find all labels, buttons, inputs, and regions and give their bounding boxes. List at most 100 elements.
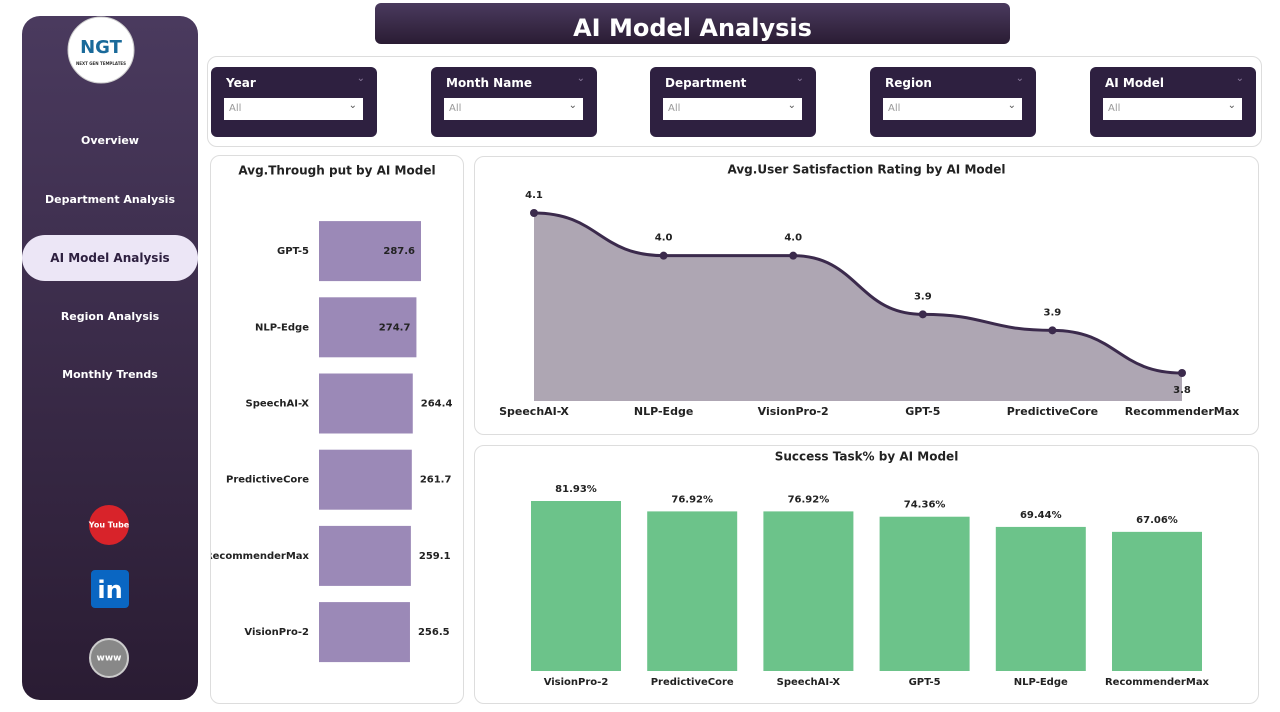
value-label: 76.92% <box>788 494 830 505</box>
point <box>1048 326 1057 335</box>
logo-mark: NGT <box>80 37 123 58</box>
category-label: RecommenderMax <box>1105 677 1210 688</box>
filter[interactable]: Year ⌄ All ⌄ <box>211 67 377 137</box>
chevron: ⌄ <box>1235 73 1244 84</box>
bar <box>319 602 410 663</box>
bar <box>319 525 411 586</box>
chevron: ⌄ <box>356 73 365 84</box>
dropdown[interactable]: All ⌄ <box>883 98 1022 120</box>
nav-item-active[interactable]: AI Model Analysis <box>22 235 198 281</box>
chevron: ⌄ <box>787 100 796 111</box>
dropdown-value: All <box>449 103 462 114</box>
category-label: VisionPro-2 <box>244 627 309 638</box>
chart-title: Success Task% by AI Model <box>775 450 959 464</box>
category-label: PredictiveCore <box>651 677 734 688</box>
category-label: NLP-Edge <box>1014 677 1068 688</box>
linkedin-text: in <box>97 576 122 604</box>
dropdown[interactable]: All ⌄ <box>444 98 583 120</box>
category-label: GPT-5 <box>277 246 309 257</box>
filter-label: Month Name <box>446 76 532 90</box>
point <box>659 251 668 260</box>
chart: Avg.Through put by AI Model GPT-5 287.6 NLP… <box>205 164 452 663</box>
nav-item[interactable]: Monthly Trends <box>62 368 158 381</box>
area <box>534 213 1182 401</box>
bar <box>879 516 970 671</box>
youtube-text: You Tube <box>88 521 130 530</box>
chart: Avg.User Satisfaction Rating by AI Model… <box>499 163 1239 419</box>
value-label: 81.93% <box>555 484 597 495</box>
point <box>918 310 927 319</box>
chevron: ⌄ <box>1227 100 1236 111</box>
chevron: ⌄ <box>568 100 577 111</box>
filter-label: Region <box>885 76 932 90</box>
value-label: 287.6 <box>383 246 415 257</box>
category-label: NLP-Edge <box>634 405 693 418</box>
youtube-icon[interactable] <box>89 505 129 545</box>
logo: NGT NEXT GEN TEMPLATES <box>67 16 135 84</box>
bar <box>1112 531 1202 671</box>
chevron: ⌄ <box>795 73 804 84</box>
category-label: NLP-Edge <box>255 322 309 333</box>
nav-item[interactable]: Overview <box>81 134 139 147</box>
web-icon[interactable] <box>89 638 129 678</box>
value-label: 3.9 <box>914 291 932 302</box>
value-label: 261.7 <box>420 475 452 486</box>
category-label: SpeechAI-X <box>499 405 569 418</box>
filter[interactable]: Region ⌄ All ⌄ <box>870 67 1036 137</box>
value-label: 259.1 <box>419 551 451 562</box>
dropdown[interactable]: All ⌄ <box>224 98 363 120</box>
dropdown-value: All <box>888 103 901 114</box>
value-label: 256.5 <box>418 627 450 638</box>
category-label: VisionPro-2 <box>544 677 609 688</box>
web-text: www <box>97 654 122 664</box>
point <box>789 251 798 260</box>
dropdown-value: All <box>668 103 681 114</box>
panel: Avg.User Satisfaction Rating by AI Model… <box>474 156 1259 435</box>
value-label: 74.36% <box>904 500 946 511</box>
value-label: 4.1 <box>525 190 543 201</box>
linkedin-icon[interactable] <box>91 570 129 608</box>
chevron: ⌄ <box>1007 100 1016 111</box>
value-label: 4.0 <box>655 233 673 244</box>
chart-title: Avg.Through put by AI Model <box>238 164 435 178</box>
value-label: 4.0 <box>784 233 802 244</box>
category-label: RecommenderMax <box>211 551 310 562</box>
value-label: 3.8 <box>1173 385 1191 396</box>
filter[interactable]: Month Name ⌄ All ⌄ <box>431 67 597 137</box>
social-icons: You Tube in www <box>88 505 130 678</box>
category-label: VisionPro-2 <box>758 405 829 418</box>
bar <box>531 501 621 671</box>
panel: Avg.Through put by AI Model GPT-5 287.6 NLP… <box>205 155 464 704</box>
chevron: ⌄ <box>1015 73 1024 84</box>
category-label: PredictiveCore <box>226 475 309 486</box>
filter-panel: Year ⌄ All ⌄ Month Name ⌄ All ⌄ Department ⌄ All ⌄ R… <box>207 56 1262 147</box>
chevron: ⌄ <box>576 73 585 84</box>
dropdown-value: All <box>229 103 242 114</box>
value-label: 3.9 <box>1044 307 1062 318</box>
category-label: SpeechAI-X <box>246 399 310 410</box>
bar <box>319 297 417 358</box>
bar <box>319 373 413 434</box>
title-banner: AI Model Analysis <box>375 3 1010 44</box>
filter[interactable]: AI Model ⌄ All ⌄ <box>1090 67 1256 137</box>
nav-item[interactable]: Department Analysis <box>45 193 175 206</box>
value-label: 76.92% <box>671 494 713 505</box>
value-label: 274.7 <box>379 322 411 333</box>
dropdown[interactable]: All ⌄ <box>1103 98 1242 120</box>
filter-label: Department <box>665 76 747 90</box>
dropdown-value: All <box>1108 103 1121 114</box>
dropdown[interactable]: All ⌄ <box>663 98 802 120</box>
chart: Success Task% by AI Model 81.93% VisionPro… <box>531 450 1210 688</box>
logo-circle <box>67 16 135 84</box>
category-label: PredictiveCore <box>1007 405 1098 418</box>
filter[interactable]: Department ⌄ All ⌄ <box>650 67 816 137</box>
sidebar: NGT NEXT GEN TEMPLATES Overview Departme… <box>22 16 198 700</box>
bar <box>647 511 738 671</box>
bar <box>995 526 1086 671</box>
panel: Success Task% by AI Model 81.93% VisionPro… <box>474 445 1259 704</box>
bar <box>763 511 854 671</box>
line <box>533 211 1183 375</box>
category-label: GPT-5 <box>905 405 940 418</box>
nav-item[interactable]: Region Analysis <box>60 310 160 323</box>
